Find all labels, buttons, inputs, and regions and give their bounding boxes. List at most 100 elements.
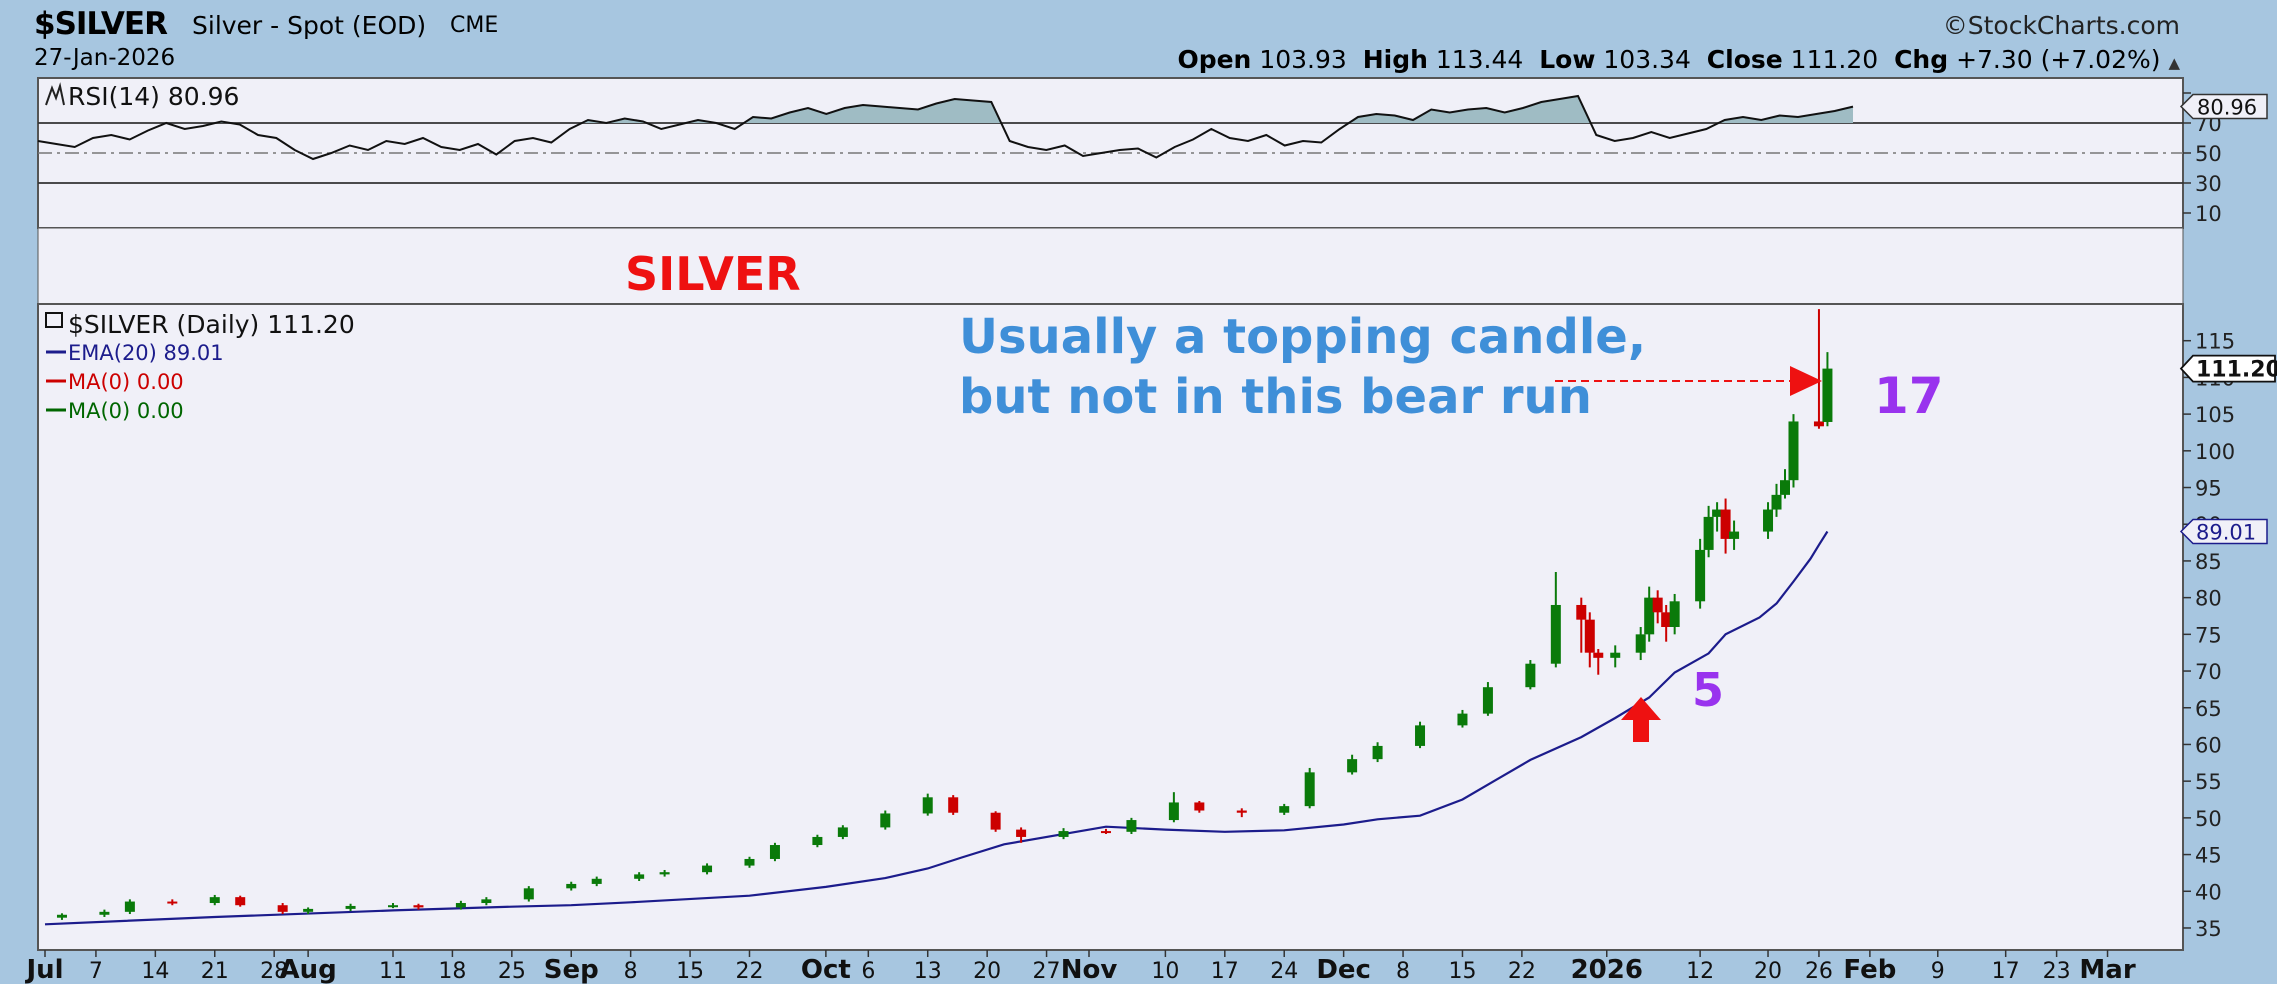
candle-body [1168,802,1179,821]
price-tick-label: 80 [2195,587,2222,611]
ohlc-summary: Open 103.93 High 113.44 Low 103.34 Close… [1177,45,2180,74]
candle [1457,709,1468,728]
candle [1058,828,1069,840]
candle [523,886,534,902]
x-tick-label: 6 [861,959,875,984]
rsi-tick-label: 10 [2195,202,2222,226]
count-5-label: 5 [1692,663,1724,717]
rsi-tick-label: 30 [2195,172,2222,196]
candle [812,834,823,848]
x-tick-label: 11 [379,959,407,984]
x-tick-label: Dec [1316,955,1371,984]
candle [1236,808,1247,818]
price-value-tag [2179,354,2276,383]
candle [1652,590,1663,624]
price-tick-label: 55 [2195,770,2222,794]
candle [1712,502,1723,532]
x-tick-label: 26 [1805,959,1833,984]
candle-body [413,905,424,908]
candle [1669,593,1680,635]
candle [1763,502,1774,539]
candle [1016,827,1027,843]
x-tick-label: 17 [1992,959,2020,984]
candle [413,903,424,910]
high-value: 113.44 [1435,45,1524,74]
price-tick-label: 50 [2195,807,2222,831]
candle [1813,309,1824,429]
candle-body [1720,509,1731,539]
candle [277,903,288,915]
candle-body [1644,597,1655,635]
candle [634,872,645,881]
x-tick-label: 10 [1151,959,1179,984]
ema-line [44,530,1829,926]
rsi-tick-label: 50 [2195,142,2222,166]
x-tick-label: 20 [973,959,1001,984]
candle [345,903,356,912]
candle-body [1780,480,1790,495]
x-tick-label: 21 [201,959,229,984]
price-tick-label: 75 [2195,623,2222,647]
rsi-overbought-fill [38,96,1853,123]
candle-body [1372,745,1383,760]
candle-body [566,883,577,889]
price-value-tag-label: 111.20 [2196,358,2277,383]
x-tick-label: 15 [1448,959,1476,984]
candle [702,863,713,875]
chg-value: +7.30 (+7.02%) [1956,45,2161,74]
price-tick-label: 85 [2195,550,2222,574]
candle [1304,767,1315,809]
candle-body [388,905,398,908]
candle [303,907,314,915]
low-value: 103.34 [1603,45,1691,74]
candle-body [744,858,755,866]
ema-value-tag [2179,518,2268,545]
candle-body [702,865,713,873]
candle-body [1126,820,1137,832]
price-tick-label: 115 [2195,330,2235,354]
candle-body [1457,713,1468,726]
candle [56,913,67,920]
candle [1788,414,1799,488]
close-value: 111.20 [1790,45,1879,74]
note-line-2: but not in this bear run [959,369,1592,425]
candle [1415,721,1426,749]
candle [837,825,848,840]
low-label: Low [1539,45,1596,74]
candle-body [1652,597,1663,613]
chg-up-icon: ▲ [2168,54,2180,72]
annotation-strip [37,227,2184,305]
candle [1729,520,1740,550]
ema-value-tag-label: 89.01 [2196,520,2256,544]
candle-body [481,899,492,904]
rsi-legend-icon [45,82,65,106]
ma1-legend: MA(0) 0.00 [68,370,184,394]
candle-body [1669,601,1680,627]
candle-body [277,905,288,912]
candle-body [1576,604,1587,620]
candle [880,810,891,830]
candle [1610,645,1621,668]
candle-body [1100,831,1111,834]
candle [455,900,466,910]
rsi-legend: RSI(14) 80.96 [68,82,239,111]
price-tick-label: 40 [2195,880,2222,904]
candle-body [1661,612,1672,627]
candle-body [1822,368,1833,422]
x-tick-label: 17 [1211,959,1239,984]
x-tick-label: 22 [1508,959,1536,984]
candle-body [1712,509,1723,517]
x-tick-label: Aug [279,955,336,984]
price-tick-label: 60 [2195,733,2222,757]
x-tick-label: 9 [1931,959,1945,984]
price-tick-label: 65 [2195,697,2222,721]
candle-body [1788,421,1799,481]
candle [388,903,398,909]
candle-body [659,872,670,875]
chart-date: 27-Jan-2026 [34,45,176,71]
price-tick-label: 45 [2195,844,2222,868]
candle [990,811,1001,832]
price-tick-label: 95 [2195,477,2222,501]
candle-body [1279,806,1290,813]
